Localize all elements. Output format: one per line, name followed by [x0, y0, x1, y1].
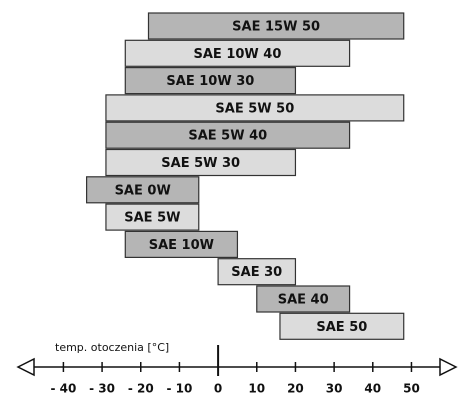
- bar-label: SAE 5W 40: [188, 129, 267, 144]
- bar-label: SAE 5W 30: [161, 156, 240, 171]
- x-tick-label: 30: [326, 382, 343, 396]
- x-tick-label: 40: [364, 382, 381, 396]
- bar-label: SAE 0W: [115, 183, 171, 198]
- bar-label: SAE 5W 50: [215, 101, 294, 116]
- bar-label: SAE 5W: [124, 211, 180, 226]
- bar-label: SAE 50: [316, 320, 367, 335]
- x-tick-label: 20: [287, 382, 304, 396]
- bar: [147, 12, 405, 40]
- x-tick-label: 50: [403, 382, 420, 396]
- bar: [124, 66, 297, 95]
- x-tick-label: 10: [248, 382, 265, 396]
- x-tick-label: - 40: [50, 382, 76, 396]
- bar: [105, 203, 200, 231]
- x-tick-label: - 10: [166, 382, 192, 396]
- x-tick-label: 0: [214, 382, 222, 396]
- bar-label: SAE 30: [231, 265, 282, 280]
- axis-arrow-right: [439, 357, 458, 377]
- bar: [124, 39, 351, 67]
- x-tick-label: - 20: [128, 382, 154, 396]
- x-axis-label: temp. otoczenia [°C]: [55, 341, 169, 354]
- bar-label: SAE 10W 30: [166, 74, 254, 89]
- bar: [279, 312, 405, 340]
- bar: [105, 121, 351, 149]
- bar-label: SAE 40: [278, 293, 329, 308]
- x-tick-label: - 30: [89, 382, 115, 396]
- bar-label: SAE 10W: [149, 238, 214, 253]
- bar: [217, 258, 297, 286]
- bar: [105, 94, 405, 122]
- bar: [256, 285, 351, 313]
- bar-label: SAE 15W 50: [232, 20, 320, 35]
- bar-label: SAE 10W 40: [193, 47, 281, 62]
- bar: [86, 176, 200, 204]
- bar: [124, 230, 239, 258]
- axis-arrow-left: [16, 357, 35, 377]
- bar: [105, 148, 297, 177]
